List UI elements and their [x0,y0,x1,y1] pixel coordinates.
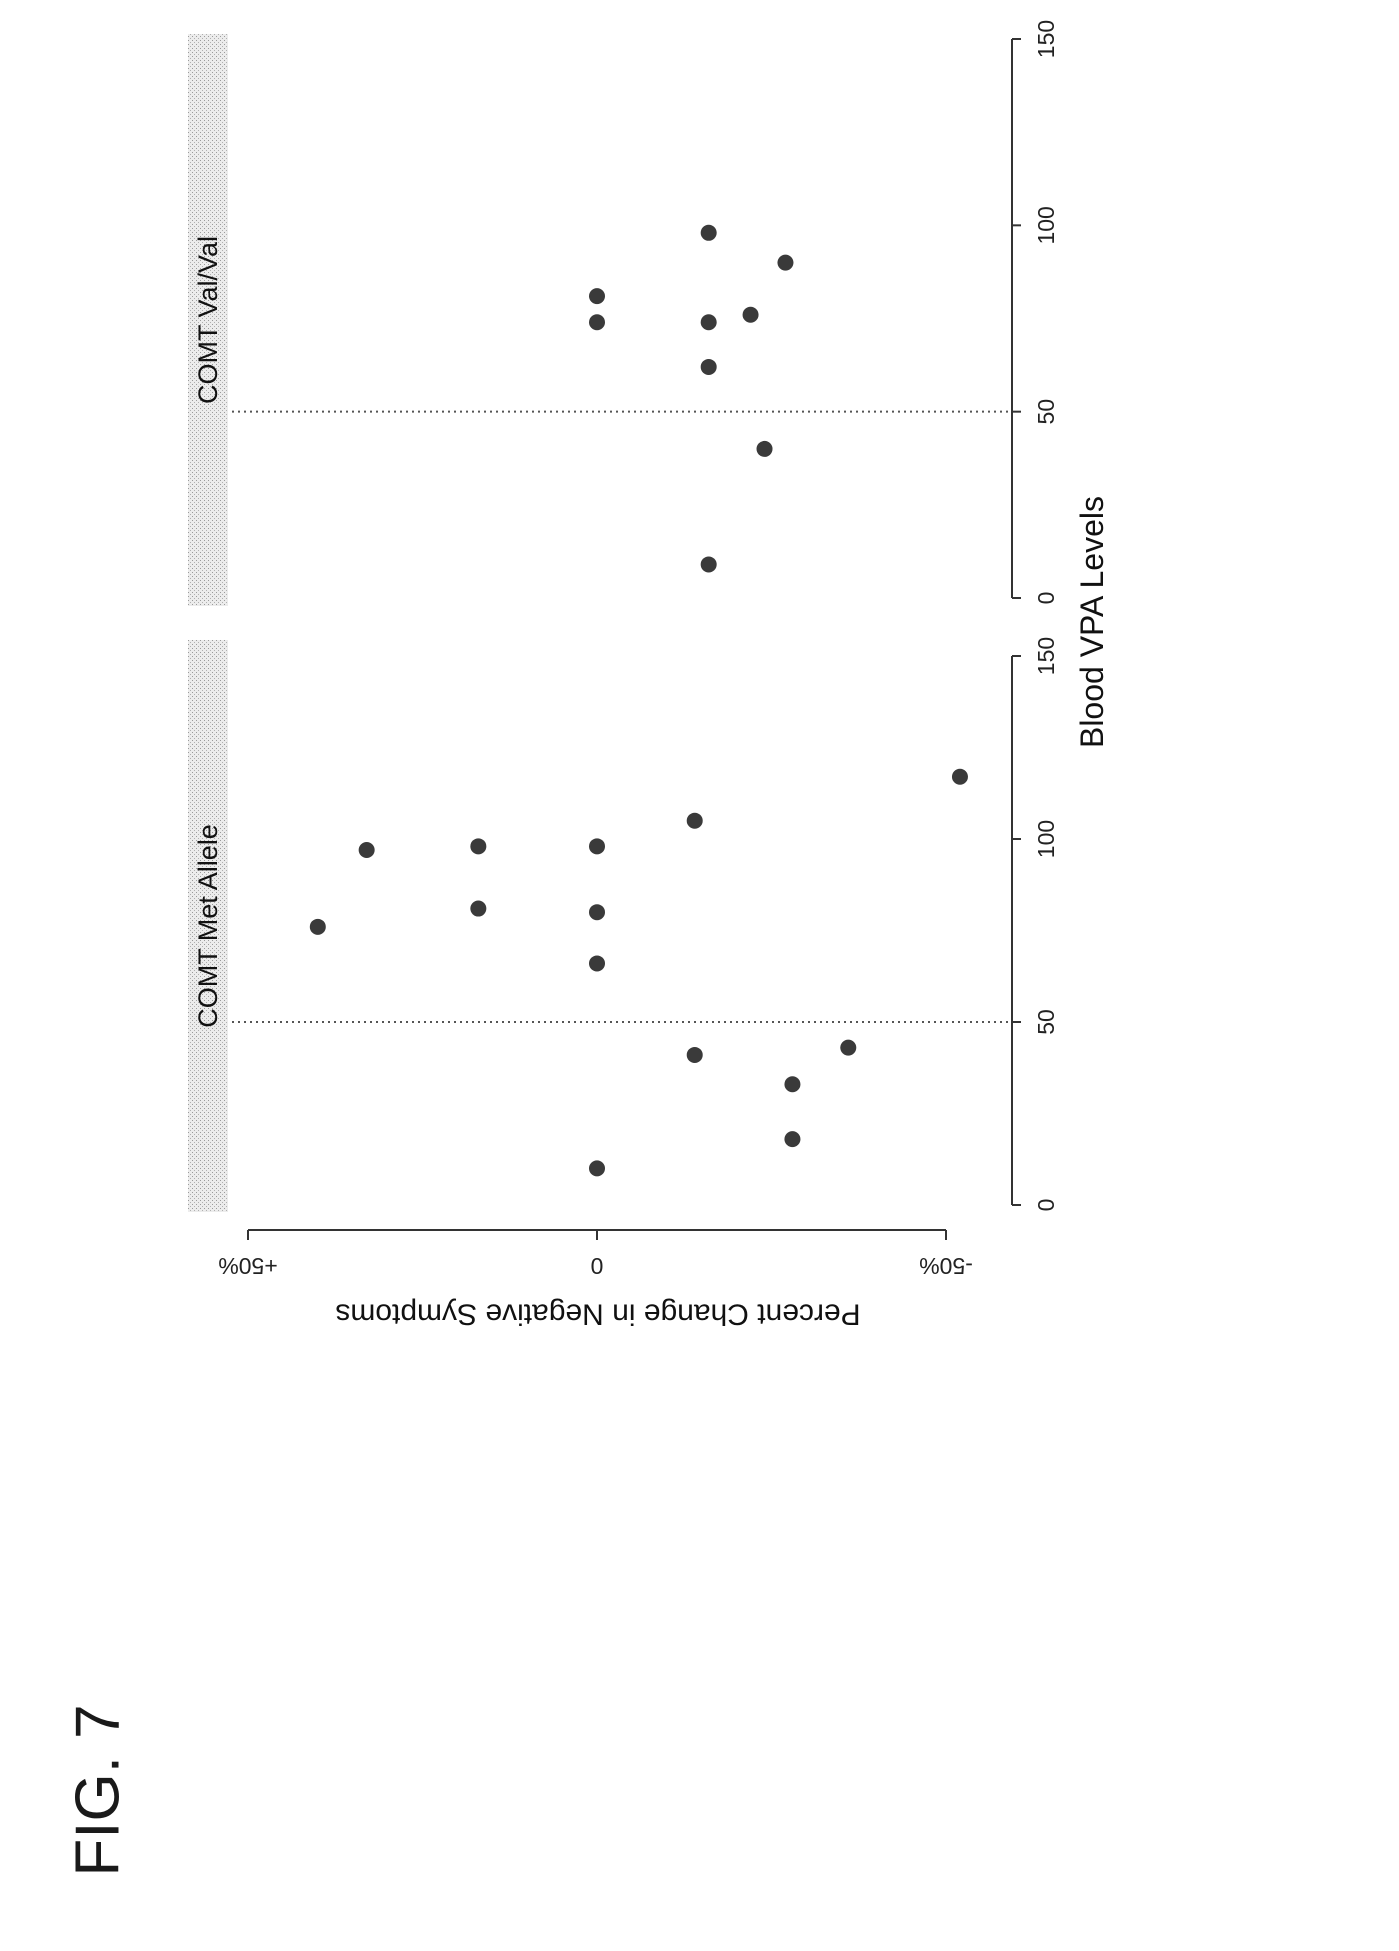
panel-strip-met-allele [188,640,228,1212]
x-tick-label: 0 [1033,1199,1059,1212]
point-met-2 [784,1076,801,1093]
point-val-7 [777,254,794,271]
y-tick-label: -50% [919,1253,973,1279]
figure-label-text: FIG. 7 [63,1703,133,1877]
point-met-6 [309,918,326,935]
x-tick-label: 100 [1033,206,1059,244]
point-val-1 [756,440,773,457]
points-met-allele [309,768,968,1177]
x-axis-met: 0 50 100 150 [1011,637,1059,1212]
point-val-3 [700,314,717,331]
point-met-3 [686,1046,703,1063]
panel-title-val-val: COMT Val/Val [193,236,223,404]
point-val-8 [700,224,717,241]
point-val-0 [700,556,717,573]
point-val-2 [700,358,717,375]
x-tick-label: 50 [1033,399,1059,425]
point-met-13 [951,768,968,785]
figure-label: FIG. 7 [28,1704,168,1876]
axes: 0 50 100 150 0 50 100 150 +50% 0 -50% [218,20,1059,1279]
point-val-5 [742,306,759,323]
point-met-0 [589,1160,605,1177]
panel-title-met-allele: COMT Met Allele [193,824,223,1028]
point-met-4 [840,1039,857,1056]
point-met-7 [589,904,605,921]
panel-comt-met-allele: COMT Met Allele [188,640,1010,1212]
point-met-5 [589,955,605,972]
point-met-8 [470,900,487,917]
x-tick-label: 150 [1033,637,1059,675]
point-val-6 [589,288,605,305]
point-met-1 [784,1131,801,1148]
y-tick-label: 0 [591,1253,604,1279]
points-val-val [589,224,794,573]
x-axis-val: 0 50 100 150 [1011,20,1059,605]
point-val-4 [589,314,605,331]
point-met-10 [470,838,487,855]
point-met-12 [686,812,703,829]
panel-strip-val-val [188,34,228,606]
y-tick-label: +50% [218,1253,277,1279]
x-tick-label: 0 [1033,592,1059,605]
panel-comt-val-val: COMT Val/Val [188,34,1010,606]
point-met-11 [589,838,605,855]
x-axis-label: Blood VPA Levels [1074,496,1110,748]
x-tick-label: 150 [1033,20,1059,58]
point-met-9 [358,841,375,858]
chart-area: COMT Met Allele COMT Val/Val 0 50 100 150 0 5… [188,20,1110,1331]
y-axis: +50% 0 -50% [218,1229,973,1279]
x-tick-label: 50 [1033,1009,1059,1035]
y-axis-label: Percent Change in Negative Symptoms [335,1298,860,1331]
x-tick-label: 100 [1033,820,1059,858]
